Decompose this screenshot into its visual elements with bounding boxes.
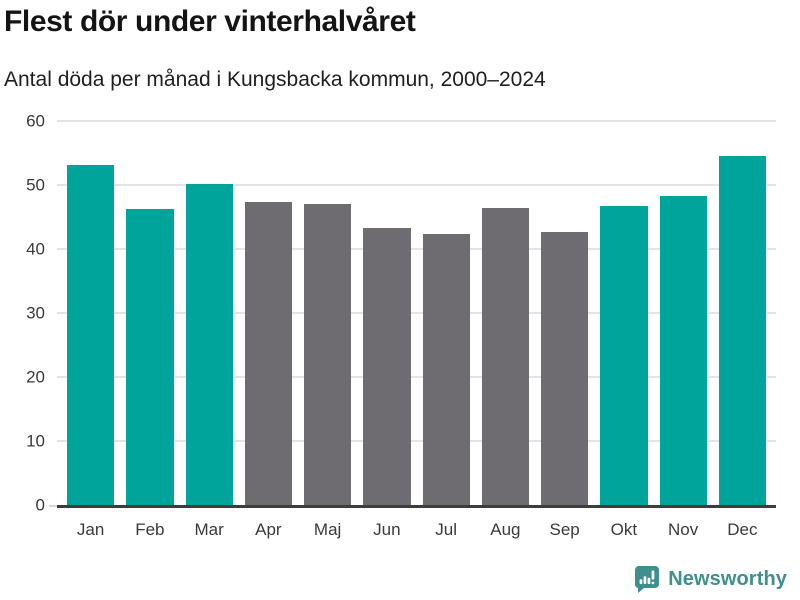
bar-group [57,121,776,505]
y-tick-label-30: 30 [26,303,45,323]
x-axis-label-apr: Apr [255,520,282,539]
bar-okt [600,206,648,505]
bar-jul [422,233,470,505]
gridline-20 [57,376,776,379]
x-axis-labels: Jan Feb Mar Apr Maj Jun Jul Aug Sep Okt Nov Dec [57,520,776,540]
x-axis-label-sep: Sep [549,520,580,539]
x-axis-label-jan: Jan [76,520,105,539]
bar-jan [67,165,115,505]
gridline-40 [57,248,776,251]
page-title: Flest dör under vinterhalvåret [4,5,416,38]
bar-chart-plot-area: Jan Feb Mar Apr Maj Jun Jul Aug Sep Okt Nov Dec 0 10… [26,113,776,539]
x-axis-label-maj: Maj [313,520,342,539]
bar-nov [659,195,707,505]
y-tick-label-10: 10 [26,431,45,451]
y-tick-label-40: 40 [26,239,45,259]
newsworthy-chart-bubble-icon [635,566,660,593]
x-axis-label-okt: Okt [610,520,638,539]
x-axis-label-nov: Nov [668,520,699,539]
x-axis-label-jun: Jun [373,520,401,539]
zero-tick-stub [49,505,57,507]
bar-jun [363,227,411,505]
x-axis-label-jul: Jul [435,520,457,539]
gridline-60 [57,120,776,122]
bar-mar [185,184,233,505]
bar-apr [244,201,292,505]
x-axis-label-dec: Dec [727,520,758,539]
gridline-30 [57,312,776,314]
y-tick-label-50: 50 [26,175,45,195]
bar-sep [541,232,589,505]
bar-maj [304,203,352,505]
newsworthy-logo: Newsworthy [634,565,787,593]
gridline-10 [57,440,776,443]
x-axis-label-feb: Feb [135,520,165,539]
gridline-50 [57,184,776,186]
bar-aug [481,208,529,505]
bar-feb [126,208,174,505]
newsworthy-logo-text: Newsworthy [668,567,787,590]
x-axis-label-aug: Aug [490,520,521,539]
bar-dec [718,156,766,505]
y-tick-label-20: 20 [26,367,45,387]
chart-subtitle: Antal döda per månad i Kungsbacka kommun… [4,68,546,91]
x-axis-label-mar: Mar [194,520,224,539]
y-tick-label-60: 60 [26,111,45,131]
y-tick-label-0: 0 [35,495,45,515]
